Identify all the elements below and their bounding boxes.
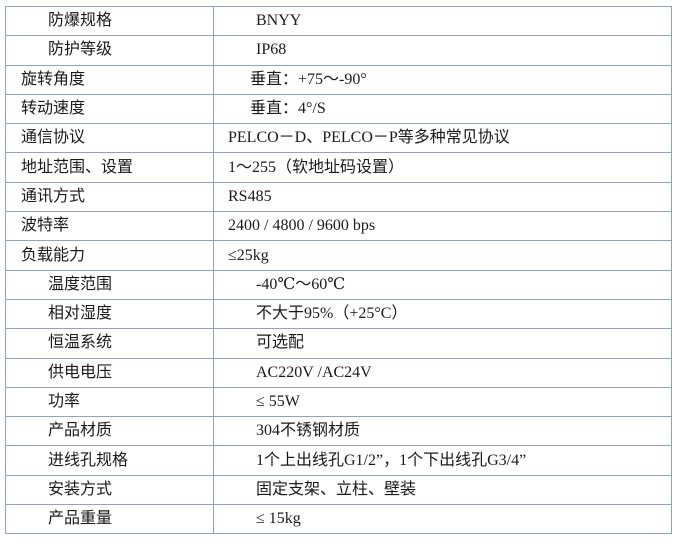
spec-value: 1个上出线孔G1/2”，1个下出线孔G3/4” xyxy=(213,445,672,476)
spec-label: 通信协议 xyxy=(5,123,214,154)
spec-value: 垂直：+75～-90° xyxy=(213,64,672,95)
table-row: 功率 ≤ 55W xyxy=(5,386,672,418)
spec-value: 1～255（软地址码设置） xyxy=(213,152,672,183)
table-row: 波特率 2400 / 4800 / 9600 bps xyxy=(5,211,672,242)
table-row: 供电电压 AC220V /AC24V xyxy=(5,357,672,388)
spec-value: PELCO－D、PELCO－P等多种常见协议 xyxy=(213,123,672,154)
table-row: 负载能力 ≤25kg xyxy=(5,240,672,271)
table-row: 地址范围、设置 1～255（软地址码设置） xyxy=(5,152,672,183)
spec-value: ≤25kg xyxy=(213,240,672,271)
spec-label: 供电电压 xyxy=(5,357,214,388)
spec-label: 负载能力 xyxy=(5,240,214,271)
spec-label: 防爆规格 xyxy=(5,5,214,37)
spec-value: 垂直：4°/S xyxy=(213,93,672,125)
spec-value: 2400 / 4800 / 9600 bps xyxy=(213,211,672,242)
spec-value: RS485 xyxy=(213,181,672,213)
spec-label: 温度范围 xyxy=(5,269,214,300)
spec-value: 304不锈钢材质 xyxy=(213,416,672,447)
table-row: 恒温系统 可选配 xyxy=(5,328,672,359)
table-row: 通信协议 PELCO－D、PELCO－P等多种常见协议 xyxy=(5,123,672,154)
spec-table: 防爆规格 BNYY 防护等级 IP68 旋转角度 垂直：+75～-90° 转动速度 垂直：4°… xyxy=(5,5,672,535)
table-row: 转动速度 垂直：4°/S xyxy=(5,93,672,125)
spec-label: 进线孔规格 xyxy=(5,445,214,476)
spec-label: 地址范围、设置 xyxy=(5,152,214,183)
spec-value: -40℃～60℃ xyxy=(213,269,672,300)
spec-value: 固定支架、立柱、壁装 xyxy=(213,474,672,506)
spec-value: AC220V /AC24V xyxy=(213,357,672,388)
spec-label: 防护等级 xyxy=(5,35,214,66)
spec-value: 不大于95%（+25°C） xyxy=(213,298,672,330)
table-row: 防护等级 IP68 xyxy=(5,35,672,66)
table-row: 安装方式 固定支架、立柱、壁装 xyxy=(5,474,672,506)
spec-label: 安装方式 xyxy=(5,474,214,506)
spec-label: 波特率 xyxy=(5,211,214,242)
spec-label: 转动速度 xyxy=(5,93,214,125)
spec-label: 产品重量 xyxy=(5,504,214,535)
spec-label: 旋转角度 xyxy=(5,64,214,95)
spec-value: 可选配 xyxy=(213,328,672,359)
spec-value: ≤ 15kg xyxy=(213,504,672,535)
table-row: 温度范围 -40℃～60℃ xyxy=(5,269,672,300)
table-row: 通讯方式 RS485 xyxy=(5,181,672,213)
spec-value: ≤ 55W xyxy=(213,386,672,418)
spec-label: 通讯方式 xyxy=(5,181,214,213)
table-row: 防爆规格 BNYY xyxy=(5,5,672,37)
table-row: 相对湿度 不大于95%（+25°C） xyxy=(5,298,672,330)
spec-value: BNYY xyxy=(213,5,672,37)
table-row: 产品重量 ≤ 15kg xyxy=(5,504,672,535)
table-row: 进线孔规格 1个上出线孔G1/2”，1个下出线孔G3/4” xyxy=(5,445,672,476)
table-row: 旋转角度 垂直：+75～-90° xyxy=(5,64,672,95)
spec-label: 相对湿度 xyxy=(5,298,214,330)
spec-label: 功率 xyxy=(5,386,214,418)
spec-label: 恒温系统 xyxy=(5,328,214,359)
table-row: 产品材质 304不锈钢材质 xyxy=(5,416,672,447)
spec-label: 产品材质 xyxy=(5,416,214,447)
spec-value: IP68 xyxy=(213,35,672,66)
